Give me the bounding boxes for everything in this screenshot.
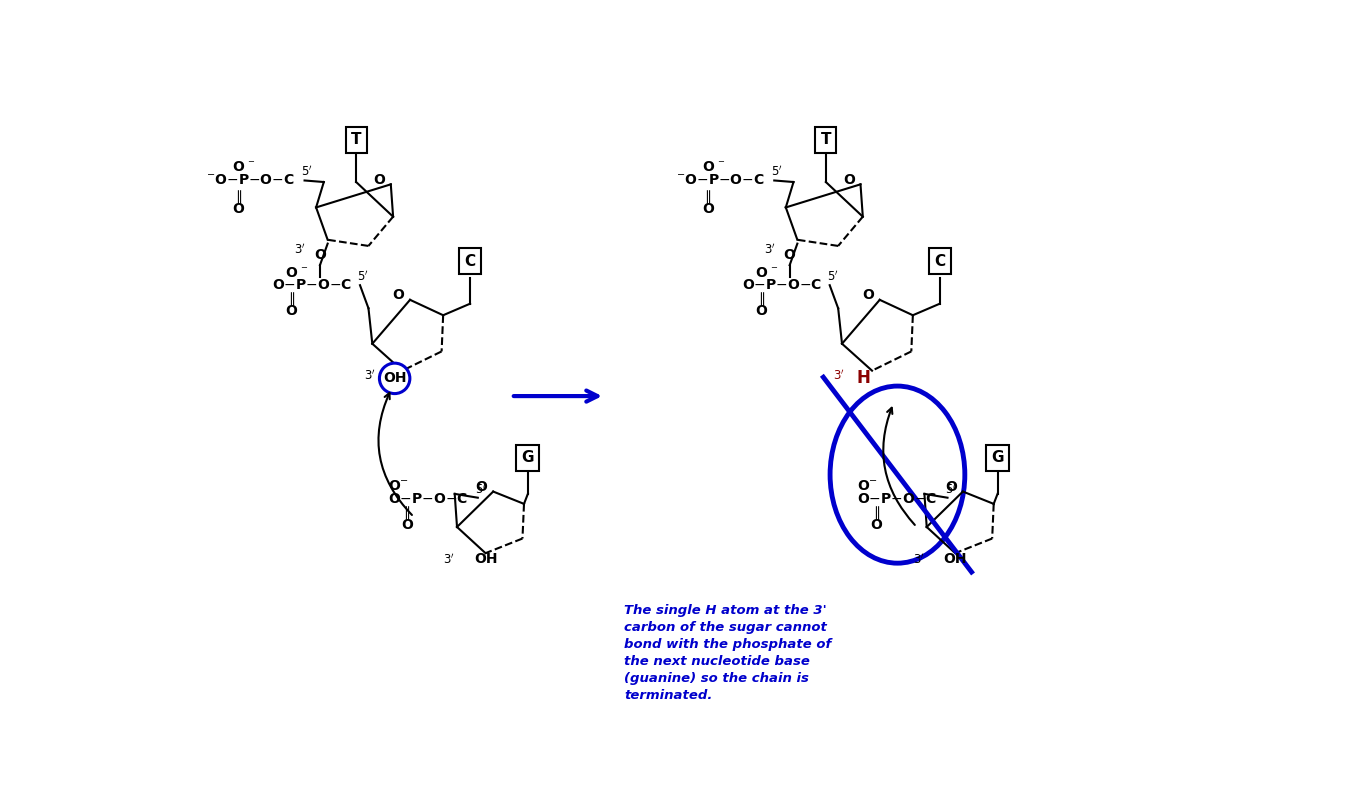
Text: OH: OH	[383, 371, 406, 385]
Text: C: C	[464, 254, 475, 268]
Text: O$-$P$-$O$-$C: O$-$P$-$O$-$C	[388, 492, 467, 506]
Text: O$-$P$-$O$-$C: O$-$P$-$O$-$C	[742, 278, 821, 292]
Text: T: T	[820, 132, 831, 147]
Text: $3'$: $3'$	[443, 552, 455, 567]
Text: O$^{-}$: O$^{-}$	[388, 479, 409, 493]
Text: $^{-}$: $^{-}$	[247, 158, 255, 171]
Text: O$^{-}$: O$^{-}$	[858, 479, 878, 493]
Text: O: O	[945, 480, 957, 494]
Text: O: O	[755, 266, 767, 280]
Text: O: O	[783, 248, 795, 262]
Text: The single H atom at the 3'
carbon of the sugar cannot
bond with the phosphate o: The single H atom at the 3' carbon of th…	[624, 604, 831, 702]
Text: $∥$: $∥$	[287, 290, 296, 308]
Text: O: O	[862, 288, 874, 303]
Text: $∥$: $∥$	[757, 290, 764, 308]
Text: $5'$: $5'$	[475, 483, 488, 497]
Text: $3'$: $3'$	[913, 552, 925, 567]
Text: $^{-}$O$-$P$-$O$-$C: $^{-}$O$-$P$-$O$-$C	[676, 174, 764, 187]
Text: $^{-}$: $^{-}$	[300, 264, 308, 277]
Text: $3'$: $3'$	[764, 242, 776, 257]
Text: $5'$: $5'$	[827, 269, 839, 284]
Text: OH: OH	[944, 552, 967, 566]
Text: T: T	[351, 132, 361, 147]
Text: $5'$: $5'$	[357, 269, 369, 284]
Text: O: O	[701, 160, 714, 174]
Text: O$-$P$-$O$-$C: O$-$P$-$O$-$C	[272, 278, 353, 292]
Text: O: O	[400, 517, 413, 532]
Text: O: O	[286, 266, 297, 280]
Text: $∥$: $∥$	[234, 188, 242, 207]
Text: O$-$P$-$O$-$C: O$-$P$-$O$-$C	[858, 492, 937, 506]
Text: $^{-}$: $^{-}$	[716, 158, 725, 171]
Text: $5'$: $5'$	[945, 483, 957, 497]
Text: O: O	[392, 288, 405, 303]
Text: $3'$: $3'$	[294, 242, 306, 257]
Text: $^{-}$: $^{-}$	[770, 264, 778, 277]
Text: O: O	[233, 160, 244, 174]
Text: O: O	[475, 480, 488, 494]
Text: OH: OH	[474, 552, 497, 566]
Text: $3'$: $3'$	[834, 369, 844, 384]
Text: C: C	[934, 254, 945, 268]
Text: O: O	[843, 174, 855, 187]
Text: O: O	[286, 303, 297, 318]
Text: G: G	[992, 450, 1004, 466]
Text: G: G	[522, 450, 534, 466]
Text: $∥$: $∥$	[704, 188, 711, 207]
Text: O: O	[373, 174, 385, 187]
Text: O: O	[701, 202, 714, 216]
Text: $∥$: $∥$	[873, 504, 880, 522]
Text: O: O	[870, 517, 883, 532]
Text: $5'$: $5'$	[771, 165, 783, 179]
Text: O: O	[755, 303, 767, 318]
Text: $^{-}$O$-$P$-$O$-$C: $^{-}$O$-$P$-$O$-$C	[206, 174, 294, 187]
Text: $5'$: $5'$	[301, 165, 313, 179]
Text: $3'$: $3'$	[364, 369, 376, 384]
Text: O: O	[315, 248, 326, 262]
Text: O: O	[233, 202, 244, 216]
Text: $∥$: $∥$	[403, 504, 410, 522]
Text: H: H	[857, 369, 870, 388]
